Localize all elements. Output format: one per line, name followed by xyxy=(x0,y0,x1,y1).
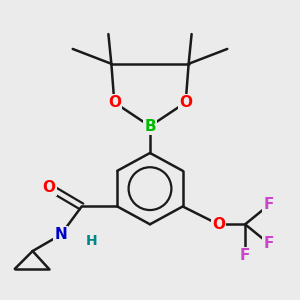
Text: F: F xyxy=(264,236,274,251)
Text: N: N xyxy=(55,227,67,242)
Text: F: F xyxy=(264,197,274,212)
Text: O: O xyxy=(179,95,192,110)
Text: H: H xyxy=(86,234,98,248)
Text: O: O xyxy=(212,217,225,232)
Text: O: O xyxy=(42,180,56,195)
Text: B: B xyxy=(144,119,156,134)
Text: F: F xyxy=(240,248,250,263)
Text: O: O xyxy=(108,95,121,110)
